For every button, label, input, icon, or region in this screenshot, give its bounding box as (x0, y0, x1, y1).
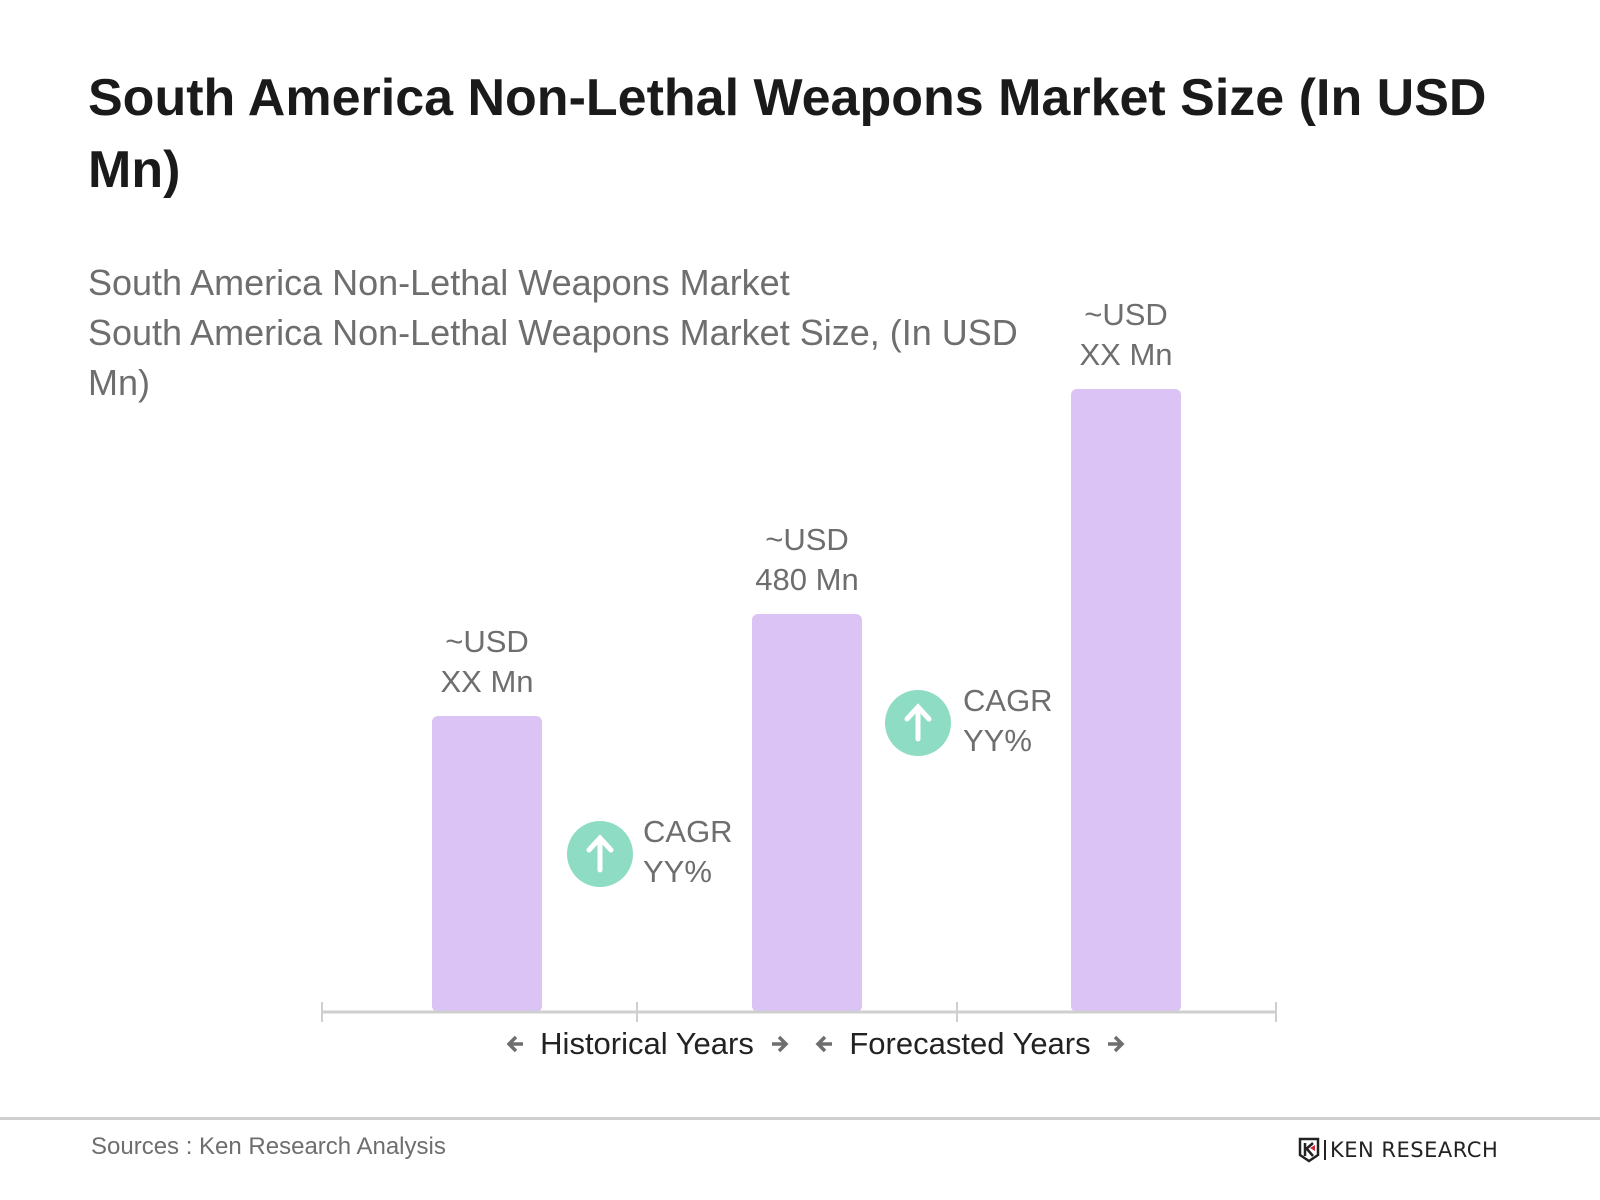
bar-2-data-label-line-1: ~USD (765, 522, 849, 557)
bar-1-data-label-line-1: ~USD (445, 624, 529, 659)
source-text: Sources : Ken Research Analysis (91, 1133, 446, 1160)
ken-logo-icon (1298, 1137, 1320, 1163)
bar-1 (432, 716, 542, 1012)
cagr-label-1: CAGR (643, 814, 733, 849)
logo-text: KEN RESEARCH (1330, 1138, 1499, 1162)
subtitle-line-1: South America Non-Lethal Weapons Market (88, 262, 790, 303)
period-label-2: Forecasted Years (849, 1026, 1090, 1061)
cagr-value-2: YY% (963, 723, 1032, 758)
cagr-arrow-up-icon-1 (586, 834, 614, 873)
footer-divider (0, 1117, 1600, 1120)
page-title: South America Non-Lethal Weapons Market … (88, 69, 1487, 199)
bar-3 (1071, 389, 1181, 1012)
subtitle-line-2: South America Non-Lethal Weapons Market … (88, 312, 1018, 403)
cagr-value-1: YY% (643, 854, 712, 889)
period-label-1: Historical Years (540, 1026, 754, 1061)
arrow-left-icon-1 (506, 1035, 523, 1053)
cagr-label-2: CAGR (963, 683, 1053, 718)
bar-1-data-label-line-2: XX Mn (440, 664, 533, 699)
arrow-left-icon-2 (815, 1035, 832, 1053)
ken-research-logo: KEN RESEARCH (1298, 1137, 1498, 1163)
bar-chart: ~USD XX Mn ~USD 480 Mn ~USD XX Mn CAGR YY% CAGR Y… (321, 297, 1277, 1061)
bar-3-data-label-line-2: XX Mn (1079, 337, 1172, 372)
bar-2 (752, 614, 862, 1012)
bar-3-data-label-line-1: ~USD (1084, 297, 1168, 332)
arrow-right-icon-1 (772, 1035, 789, 1053)
logo-separator (1324, 1140, 1326, 1160)
bar-2-data-label-line-2: 480 Mn (755, 562, 858, 597)
cagr-arrow-up-icon-2 (904, 703, 932, 742)
chart-subtitle: South America Non-Lethal Weapons Market … (88, 258, 1018, 408)
arrow-right-icon-2 (1108, 1035, 1125, 1053)
